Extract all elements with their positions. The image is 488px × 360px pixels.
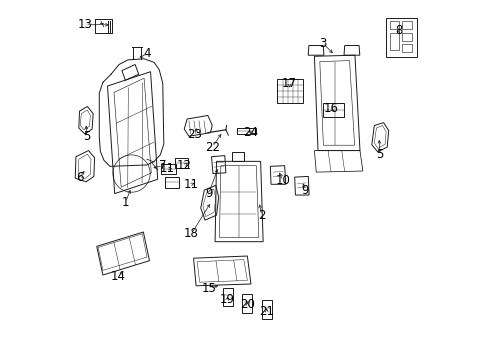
Text: 20: 20 (240, 298, 254, 311)
Bar (231, 152, 244, 161)
Bar (323, 103, 344, 117)
Bar (94, 19, 112, 33)
Bar (389, 22, 398, 30)
Text: 18: 18 (183, 227, 199, 240)
Bar (237, 128, 255, 134)
Text: 21: 21 (259, 306, 274, 319)
Bar (389, 33, 398, 50)
Text: 9: 9 (204, 187, 212, 200)
Bar (261, 300, 271, 319)
Text: 23: 23 (187, 127, 202, 141)
Bar (223, 288, 233, 306)
Bar (401, 44, 411, 51)
Text: 7: 7 (159, 159, 166, 172)
Bar (386, 18, 416, 57)
Bar (164, 177, 179, 188)
Text: 17: 17 (281, 77, 296, 90)
Text: 24: 24 (243, 126, 258, 139)
Bar (161, 164, 175, 174)
Text: 19: 19 (219, 293, 234, 306)
Bar (277, 79, 302, 103)
Text: 5: 5 (83, 130, 90, 143)
Text: 10: 10 (275, 174, 290, 187)
Bar (401, 33, 411, 41)
Text: 9: 9 (301, 184, 308, 197)
Text: 2: 2 (258, 209, 265, 222)
Text: 8: 8 (394, 24, 402, 37)
Text: 3: 3 (318, 36, 325, 50)
Text: 11: 11 (183, 178, 199, 191)
Text: 14: 14 (111, 270, 125, 283)
Text: 5: 5 (376, 148, 383, 161)
Text: 11: 11 (160, 162, 175, 175)
Text: 15: 15 (202, 282, 216, 295)
Text: 13: 13 (77, 18, 92, 31)
Text: 16: 16 (323, 103, 338, 116)
Text: 22: 22 (204, 140, 219, 153)
Bar (242, 294, 252, 314)
Text: 6: 6 (76, 171, 84, 184)
Bar (401, 22, 411, 30)
Text: 1: 1 (122, 196, 129, 209)
Bar (174, 158, 188, 168)
Text: 4: 4 (143, 47, 150, 60)
Text: 12: 12 (176, 159, 191, 172)
